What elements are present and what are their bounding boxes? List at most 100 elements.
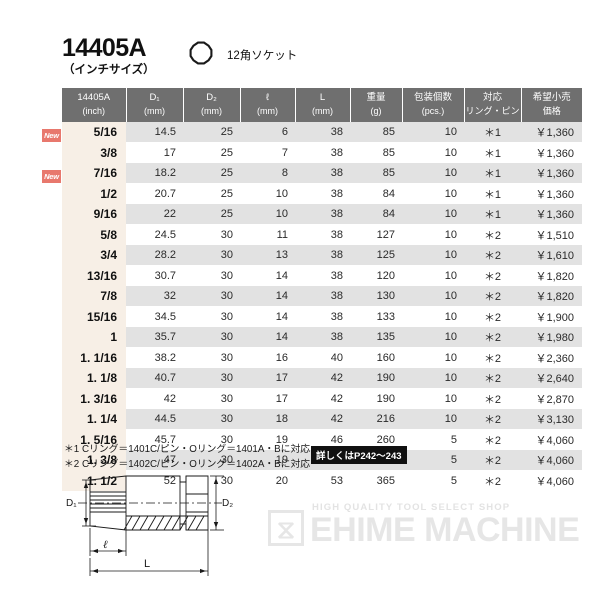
cell-size: 5/16 [62,121,126,143]
cell-pack: 10 [402,224,464,245]
cell-ring: ＊2 [464,306,521,327]
cell-d1: 30.7 [126,265,183,286]
cell-price: ￥4,060 [521,449,582,471]
cell-d1: 34.5 [126,306,183,327]
cell-d2: 25 [183,183,240,204]
cell-l_big: 38 [295,142,350,163]
cell-l_big: 38 [295,285,350,307]
cell-ring: ＊2 [464,367,521,389]
table-row: 1. 5/16 45.7 30 19 46 260 5 ＊2 ￥4,060 [62,429,582,450]
column-header-main: 重量 [366,92,386,103]
cell-l_big: 46 [295,429,350,450]
table-row: 3/8 17 25 7 38 85 10 ＊1 ￥1,360 [62,142,582,163]
cell-pack: 10 [402,347,464,368]
cell-l_big: 42 [295,388,350,409]
table-row: 1. 3/16 42 30 17 42 190 10 ＊2 ￥2,870 [62,388,582,409]
cell-size: 13/16 [62,265,126,286]
cell-weight: 85 [350,162,402,184]
cell-pack: 10 [402,285,464,307]
table-row: 15/16 34.5 30 14 38 133 10 ＊2 ￥1,900 [62,306,582,327]
column-header-price: 希望小売 価格 [521,88,582,122]
column-header-main: 希望小売 [532,92,571,103]
cell-ring: ＊2 [464,244,521,266]
column-header-size: 14405A (inch) [62,88,127,122]
cell-price: ￥4,060 [521,470,582,491]
cell-pack: 10 [402,367,464,389]
column-header-sub: リング・ピン [465,105,520,116]
drawing-label-d1: D₁ [66,498,77,509]
cell-ring: ＊2 [464,388,521,409]
cell-d1: 28.2 [126,244,183,266]
cell-l_small: 10 [240,203,295,225]
cell-ring: ＊2 [464,470,521,491]
column-header-sub: (mm) [312,105,333,116]
column-header-main: ℓ [265,92,270,103]
cell-d2: 30 [183,244,240,266]
cell-d1: 24.5 [126,224,183,245]
cell-d2: 30 [183,285,240,307]
cell-l_big: 38 [295,203,350,225]
cell-ring: ＊2 [464,429,521,450]
cell-l_small: 17 [240,388,295,409]
cell-price: ￥1,360 [521,203,582,225]
cell-price: ￥1,360 [521,183,582,204]
cell-l_small: 14 [240,285,295,307]
column-header-l_small: ℓ (mm) [240,88,296,122]
table-body: 5/16 14.5 25 6 38 85 10 ＊1 ￥1,360 3/8 17 25 7 38 85 10 ＊… [62,121,582,491]
cell-d1: 32 [126,285,183,307]
table-row: 7/8 32 30 14 38 130 10 ＊2 ￥1,820 [62,285,582,307]
cell-l_big: 38 [295,244,350,266]
cell-l_big: 38 [295,162,350,184]
table-row: 5/16 14.5 25 6 38 85 10 ＊1 ￥1,360 [62,121,582,143]
cell-d1: 17 [126,142,183,163]
cell-weight: 216 [350,408,402,430]
table-row: 5/8 24.5 30 11 38 127 10 ＊2 ￥1,510 [62,224,582,245]
cell-size: 15/16 [62,306,126,327]
cell-price: ￥1,610 [521,244,582,266]
cell-size: 5/8 [62,224,126,245]
cell-l_big: 38 [295,306,350,327]
cell-l_small: 19 [240,429,295,450]
cell-price: ￥2,870 [521,388,582,409]
watermark-logo-glyph: ⧖ [276,513,296,544]
cell-price: ￥1,820 [521,265,582,286]
specification-table: 14405A (inch) D₁ (mm) D₂ (mm) ℓ (mm) L (mm) 重量 (g) 包… [62,88,582,491]
cell-d2: 30 [183,265,240,286]
cell-l_small: 20 [240,470,295,491]
cell-price: ￥1,360 [521,162,582,184]
cell-price: ￥1,980 [521,326,582,348]
cell-d1: 22 [126,203,183,225]
cell-ring: ＊1 [464,203,521,225]
column-header-main: 14405A [77,92,111,103]
cell-size: 1. 5/16 [62,429,126,450]
cell-size: 1. 1/16 [62,347,126,368]
cell-ring: ＊2 [464,347,521,368]
table-row: 1. 1/16 38.2 30 16 40 160 10 ＊2 ￥2,360 [62,347,582,368]
cell-l_big: 40 [295,347,350,368]
drawing-label-l-small: ℓ [103,539,108,551]
cell-size: 9/16 [62,203,126,225]
cell-l_big: 38 [295,224,350,245]
cell-size: 1. 1/4 [62,408,126,430]
cell-d2: 30 [183,388,240,409]
cell-d1: 40.7 [126,367,183,389]
ehime-machine-watermark: ⧖ HIGH QUALITY TOOL SELECT SHOP EHIME MA… [268,500,598,560]
cell-l_small: 6 [240,121,295,143]
watermark-tagline: HIGH QUALITY TOOL SELECT SHOP [312,502,511,513]
cell-ring: ＊2 [464,265,521,286]
cell-price: ￥1,900 [521,306,582,327]
column-header-weight: 重量 (g) [350,88,403,122]
cell-price: ￥1,360 [521,142,582,163]
watermark-shop-name: EHIME MACHINE [310,511,580,549]
column-header-main: L [319,92,326,103]
cell-d2: 30 [183,408,240,430]
cell-d2: 30 [183,224,240,245]
cell-price: ￥3,130 [521,408,582,430]
cell-price: ￥1,360 [521,121,582,143]
table-header-row: 14405A (inch) D₁ (mm) D₂ (mm) ℓ (mm) L (mm) 重量 (g) 包… [62,88,582,122]
cell-ring: ＊1 [464,183,521,204]
cell-price: ￥4,060 [521,429,582,450]
cell-pack: 5 [402,429,464,450]
cell-l_big: 38 [295,326,350,348]
column-header-main: D₂ [206,92,217,103]
